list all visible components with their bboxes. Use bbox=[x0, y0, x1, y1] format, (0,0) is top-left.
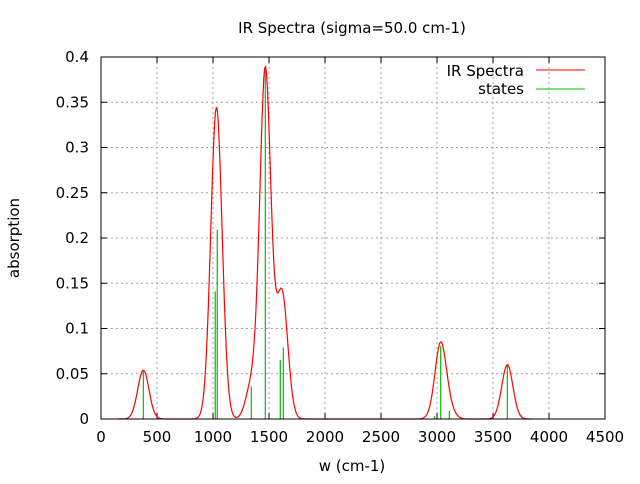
legend-label-ir-spectra: IR Spectra bbox=[447, 62, 524, 80]
y-tick-label: 0.2 bbox=[65, 229, 89, 247]
x-tick-label: 3500 bbox=[474, 428, 512, 446]
legend-label-states: states bbox=[478, 80, 524, 98]
x-tick-label: 2000 bbox=[306, 428, 344, 446]
plot-border bbox=[100, 56, 606, 420]
grid bbox=[101, 57, 605, 419]
x-tick-label: 1000 bbox=[194, 428, 232, 446]
y-tick-label: 0.35 bbox=[56, 93, 89, 111]
x-tick-label: 1500 bbox=[250, 428, 288, 446]
x-tick-label: 500 bbox=[143, 428, 172, 446]
y-tick-label: 0.25 bbox=[56, 184, 89, 202]
y-tick-label: 0.05 bbox=[56, 365, 89, 383]
y-tick-label: 0 bbox=[79, 410, 89, 428]
y-tick-label: 0.1 bbox=[65, 320, 89, 338]
x-tick-label: 3000 bbox=[418, 428, 456, 446]
y-tick-label: 0.3 bbox=[65, 139, 89, 157]
y-tick-label: 0.15 bbox=[56, 274, 89, 292]
x-tick-label: 2500 bbox=[362, 428, 400, 446]
chart-title: IR Spectra (sigma=50.0 cm-1) bbox=[238, 19, 466, 37]
x-axis-label: w (cm-1) bbox=[319, 457, 386, 475]
x-tick-label: 0 bbox=[96, 428, 106, 446]
y-tick-label: 0.4 bbox=[65, 48, 89, 66]
legend: IR Spectra states bbox=[447, 62, 585, 98]
x-tick-label: 4500 bbox=[586, 428, 624, 446]
x-tick-label: 4000 bbox=[530, 428, 568, 446]
states-series bbox=[142, 69, 508, 419]
y-axis-label: absorption bbox=[5, 198, 23, 278]
axis-ticks: 0 500 1000 1500 2000 2500 3000 3500 4000 4500 0 0.0… bbox=[56, 48, 625, 446]
